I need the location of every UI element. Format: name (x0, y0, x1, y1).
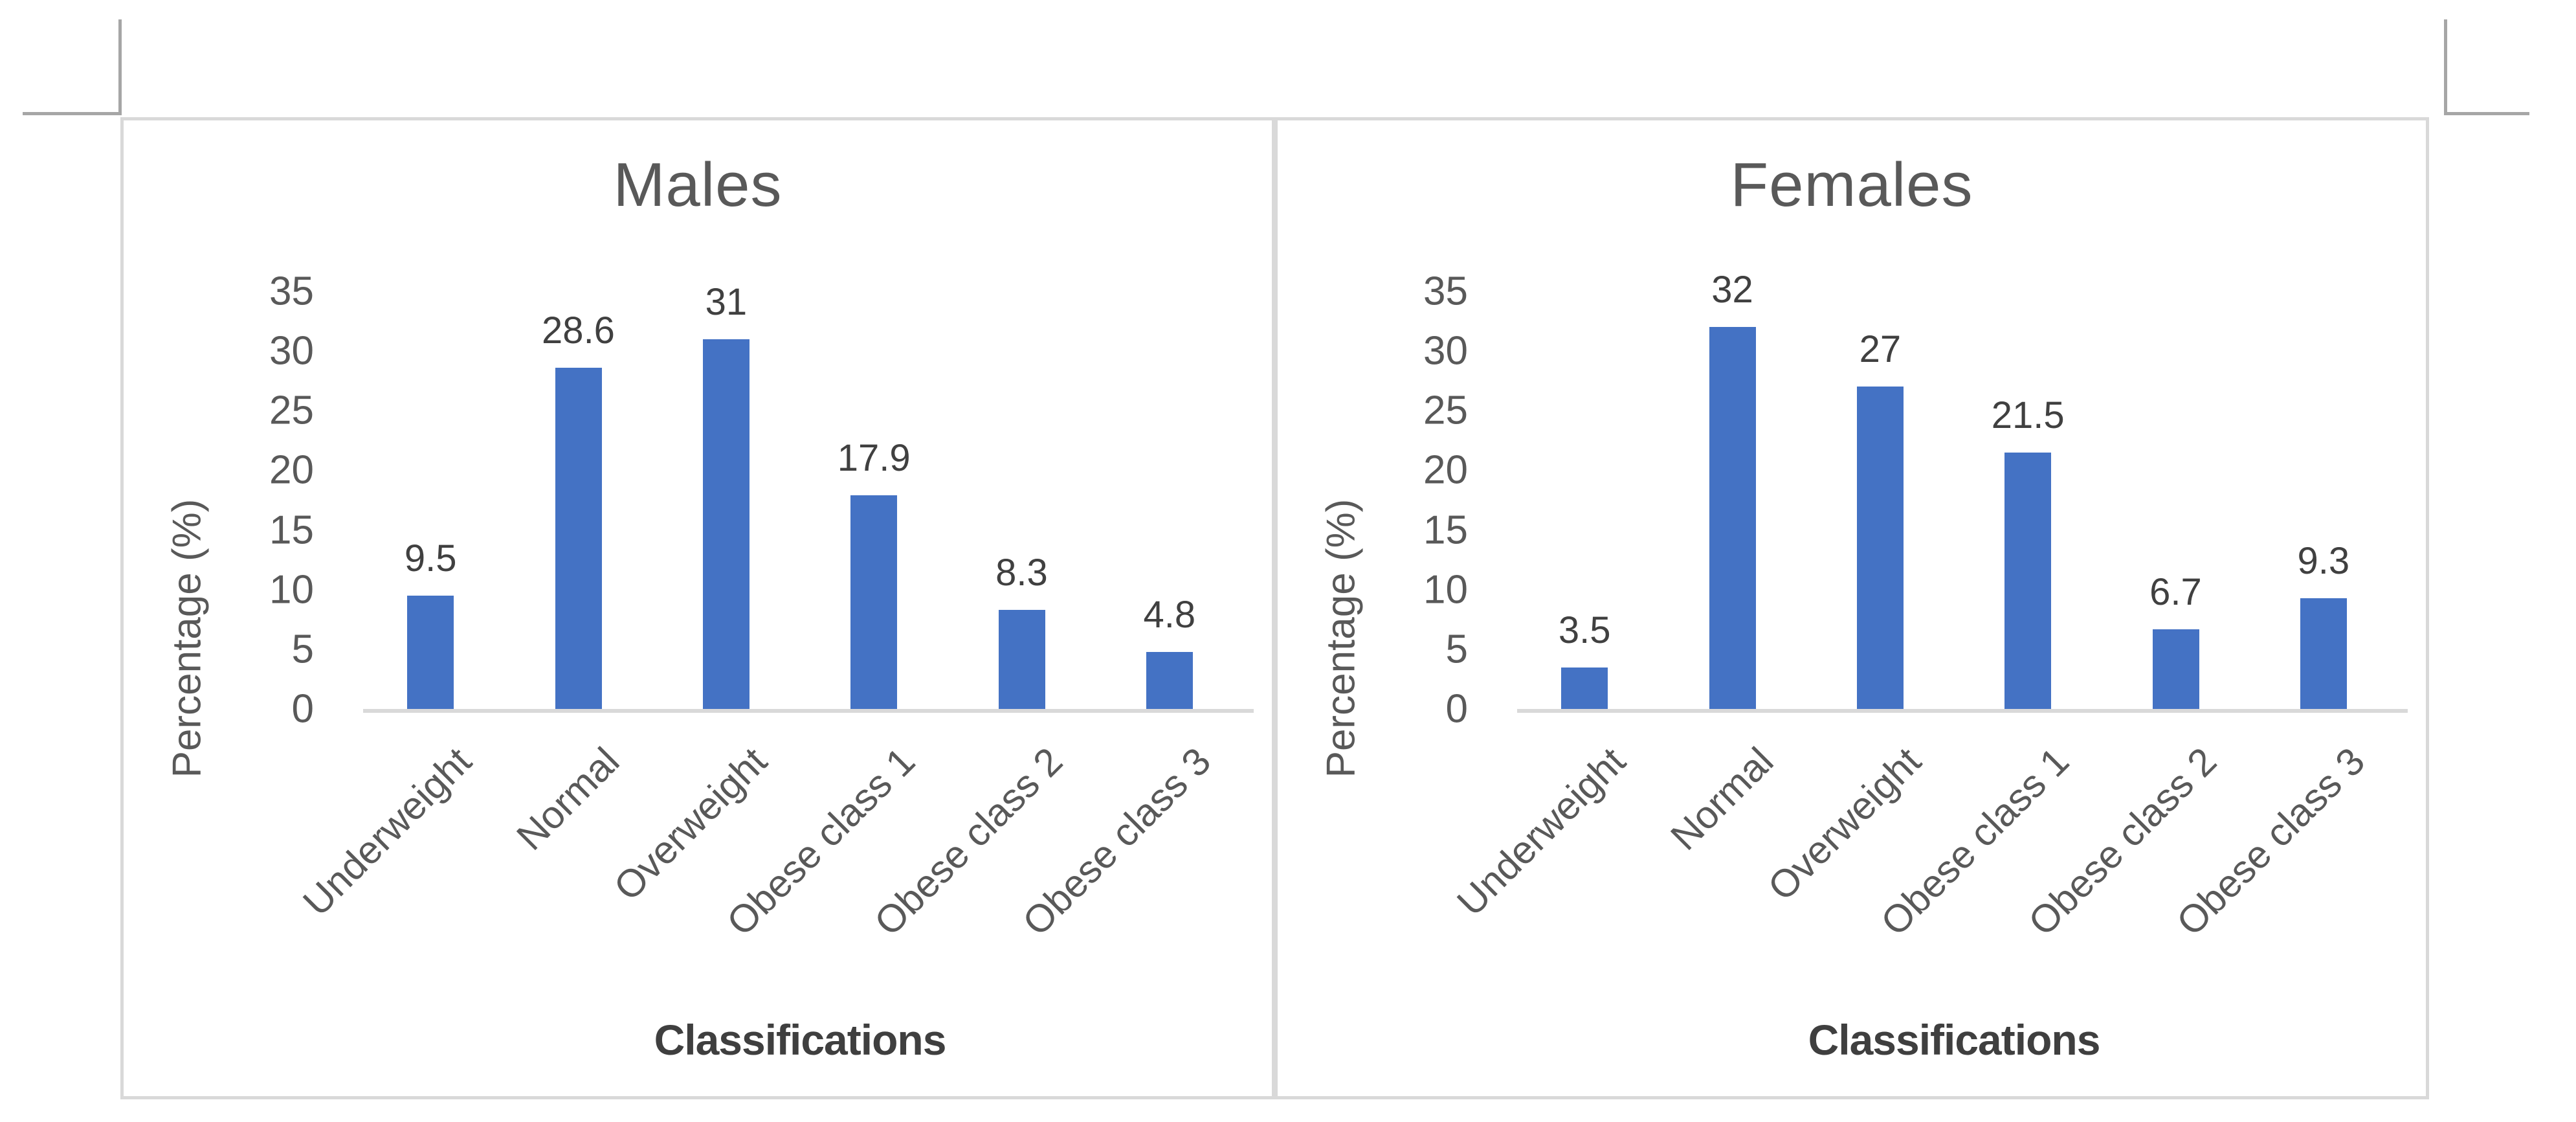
bar-obese-class-3 (1146, 651, 1193, 709)
bar-obese-class-2 (2152, 629, 2199, 709)
y-tick-20: 20 (1423, 447, 1468, 493)
y-tick-0: 0 (1445, 686, 1468, 732)
bar-obese-class-1 (850, 495, 898, 709)
data-label-overweight: 27 (1859, 328, 1902, 371)
bar-underweight (407, 595, 454, 709)
y-tick-20: 20 (269, 447, 314, 493)
x-axis-line (363, 709, 1254, 713)
data-label-normal: 28.6 (542, 309, 615, 352)
data-label-obese-class-2: 6.7 (2149, 570, 2202, 613)
y-tick-35: 35 (269, 269, 314, 314)
females-chart[interactable]: Females Percentage (%) 0 5 10 15 20 25 30 35 3.5… (1278, 120, 2426, 1096)
plot-area: 0 5 10 15 20 25 30 35 9.5 Underweight 28.6 Normal 31… (269, 269, 1254, 944)
bar-underweight (1561, 667, 1608, 709)
x-axis-title: Classifications (654, 1016, 947, 1064)
y-tick-30: 30 (269, 328, 314, 374)
males-chart[interactable]: Males Percentage (%) 0 5 10 15 20 25 30 35 9.5 Un… (124, 120, 1272, 1096)
y-tick-5: 5 (1445, 627, 1468, 672)
chart-title: Males (613, 150, 783, 219)
y-tick-5: 5 (291, 627, 314, 672)
data-label-obese-class-1: 17.9 (837, 437, 911, 480)
data-label-overweight: 31 (705, 280, 748, 323)
chart-frame-divider (1272, 120, 1278, 1096)
plot-area: 0 5 10 15 20 25 30 35 3.5 Underweight 32 Normal 27 Ov… (1423, 269, 2408, 944)
y-tick-35: 35 (1423, 269, 1468, 314)
bar-overweight (1856, 387, 1904, 709)
charts-container: Males Percentage (%) 0 5 10 15 20 25 30 35 9.5 Un… (120, 117, 2429, 1099)
data-label-obese-class-2: 8.3 (995, 552, 1048, 594)
bar-normal (555, 367, 602, 709)
bar-overweight (702, 339, 749, 709)
y-tick-10: 10 (1423, 567, 1468, 612)
page-margin-mark-top-right-horizontal (2444, 112, 2529, 115)
y-tick-30: 30 (1423, 328, 1468, 374)
x-label-normal: Normal (508, 739, 628, 858)
page-margin-mark-top-left-horizontal (23, 112, 122, 115)
data-label-obese-class-1: 21.5 (1991, 394, 2065, 436)
y-tick-15: 15 (269, 508, 314, 553)
page-margin-mark-top-left-vertical (118, 19, 122, 115)
y-axis-title: Percentage (%) (164, 499, 210, 778)
data-label-underweight: 3.5 (1558, 609, 1611, 651)
bar-obese-class-3 (2300, 598, 2347, 709)
page-margin-mark-top-right-vertical (2444, 19, 2447, 115)
bar-normal (1709, 327, 1756, 709)
x-axis-title: Classifications (1808, 1016, 2101, 1064)
x-label-underweight: Underweight (1449, 739, 1634, 925)
bar-obese-class-1 (2004, 452, 2052, 709)
x-label-normal: Normal (1662, 739, 1782, 858)
data-label-obese-class-3: 9.3 (2297, 539, 2350, 582)
data-label-normal: 32 (1711, 269, 1753, 311)
x-label-underweight: Underweight (294, 739, 480, 925)
y-tick-10: 10 (269, 567, 314, 612)
y-axis-title: Percentage (%) (1318, 499, 1364, 778)
chart-title: Females (1730, 150, 1973, 219)
data-label-obese-class-3: 4.8 (1143, 593, 1196, 636)
y-tick-25: 25 (1423, 388, 1468, 433)
y-tick-0: 0 (291, 686, 314, 732)
data-label-underweight: 9.5 (404, 537, 457, 579)
bar-obese-class-2 (998, 610, 1045, 709)
x-axis-line (1517, 709, 2408, 713)
y-tick-15: 15 (1423, 508, 1468, 553)
y-tick-25: 25 (269, 388, 314, 433)
